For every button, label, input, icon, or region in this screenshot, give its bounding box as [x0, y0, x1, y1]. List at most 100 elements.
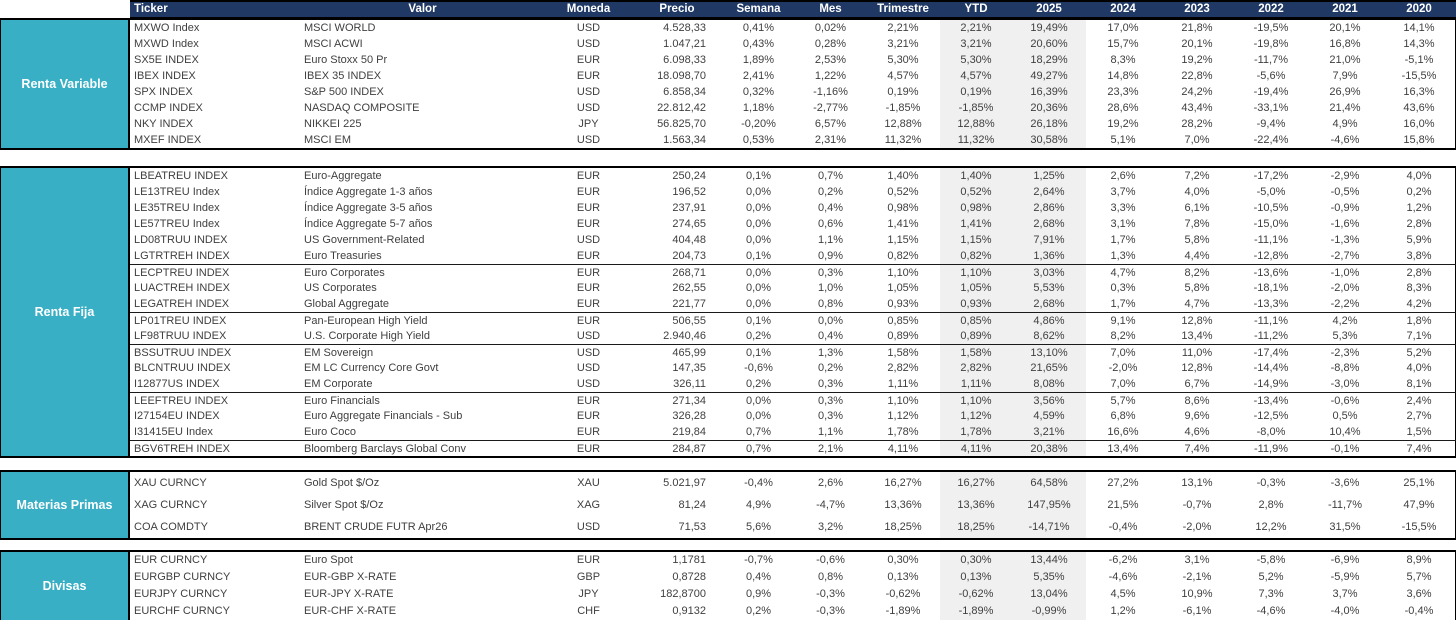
table-row: MXEF INDEX MSCI EM USD 1.563,34 0,53% 2,31% 11… [130, 132, 1456, 148]
cell-2025: 20,60% [1012, 36, 1086, 52]
cell-2024: 1,3% [1110, 250, 1136, 262]
cell-2024: 6,8% [1110, 410, 1136, 422]
cell-2022: -33,1% [1253, 102, 1289, 114]
cell-ytd: 0,93% [940, 296, 1012, 312]
cell-precio: 271,34 [672, 395, 706, 407]
cell-2020: 5,7% [1406, 571, 1432, 583]
cell-moneda: EUR [576, 410, 601, 422]
cell-2020: 1,8% [1406, 315, 1432, 327]
cell-2020: 16,3% [1403, 86, 1435, 98]
cell-valor: EUR-GBP X-RATE [304, 571, 397, 583]
cell-trimestre: 0,30% [887, 554, 919, 566]
cell-mes: 0,8% [817, 571, 844, 583]
cell-semana: 0,0% [745, 298, 772, 310]
cell-mes: -1,16% [813, 86, 848, 98]
cell-2020: 5,2% [1406, 347, 1432, 359]
cell-trimestre: 1,11% [887, 378, 919, 390]
cell-moneda: EUR [576, 186, 601, 198]
cell-2023: 4,7% [1184, 298, 1210, 310]
cell-2025: 13,04% [1012, 586, 1086, 603]
cell-semana: 4,9% [745, 499, 772, 511]
cell-moneda: USD [576, 362, 601, 374]
cell-ticker: SX5E INDEX [134, 54, 199, 66]
cell-2025: 21,65% [1012, 360, 1086, 376]
cell-precio: 71,53 [678, 521, 706, 533]
cell-2020: 3,6% [1406, 588, 1432, 600]
cell-2022: 2,8% [1258, 499, 1284, 511]
table-row: EURJPY CURNCY EUR-JPY X-RATE JPY 182,8700 0,… [130, 586, 1456, 603]
cell-moneda: XAG [576, 499, 601, 511]
cell-semana: 0,2% [745, 330, 772, 342]
cell-2021: 4,9% [1332, 118, 1358, 130]
cell-valor: Gold Spot $/Oz [304, 477, 380, 489]
cell-semana: 0,53% [742, 134, 775, 146]
cell-ticker: LE13TREU Index [134, 186, 220, 198]
cell-precio: 326,11 [673, 378, 706, 390]
cell-moneda: EUR [576, 70, 601, 82]
table-row: LEEFTREU INDEX Euro Financials EUR 271,34 0,… [130, 392, 1456, 408]
cell-2025: 8,62% [1012, 328, 1086, 344]
cell-2020: 2,8% [1406, 218, 1432, 230]
cell-ticker: IBEX INDEX [134, 70, 196, 82]
cell-2025: 3,21% [1012, 424, 1086, 440]
column-header-precio: Precio [659, 3, 695, 15]
cell-2021: 21,0% [1329, 54, 1361, 66]
cell-2023: 13,1% [1181, 477, 1213, 489]
cell-ticker: LGTRTREH INDEX [134, 250, 230, 262]
cell-precio: 4.528,33 [663, 22, 706, 34]
cell-mes: 1,1% [817, 234, 844, 246]
cell-2020: 14,1% [1403, 22, 1435, 34]
cell-semana: 0,7% [745, 443, 772, 455]
cell-precio: 196,52 [672, 186, 706, 198]
cell-semana: 5,6% [745, 521, 772, 533]
cell-trimestre: 16,27% [884, 477, 922, 489]
cell-2022: -14,9% [1253, 378, 1289, 390]
cell-mes: 0,0% [817, 315, 844, 327]
cell-2024: 1,7% [1110, 298, 1136, 310]
cell-2021: -2,3% [1330, 347, 1360, 359]
cell-ytd: 3,21% [940, 36, 1012, 52]
cell-2021: -2,2% [1330, 298, 1360, 310]
cell-trimestre: 1,12% [887, 410, 919, 422]
section-rows: LBEATREU INDEX Euro-Aggregate EUR 250,24 0,1… [130, 168, 1456, 456]
cell-2022: 7,3% [1258, 588, 1284, 600]
cell-mes: -0,3% [816, 605, 845, 617]
cell-2024: -4,6% [1108, 571, 1138, 583]
cell-2021: -1,6% [1330, 218, 1360, 230]
cell-precio: 465,99 [672, 347, 706, 359]
cell-precio: 284,87 [672, 443, 706, 455]
cell-2020: 47,9% [1403, 499, 1435, 511]
cell-2020: 8,1% [1406, 378, 1432, 390]
cell-ytd: 1,05% [940, 280, 1012, 296]
cell-mes: 0,3% [817, 395, 844, 407]
cell-valor: EUR-CHF X-RATE [304, 605, 397, 617]
cell-2023: 6,7% [1184, 378, 1210, 390]
cell-moneda: EUR [576, 267, 601, 279]
cell-2022: -22,4% [1253, 134, 1289, 146]
table-row: LE57TREU Index Índice Aggregate 5-7 años E… [130, 216, 1456, 232]
cell-mes: 3,2% [817, 521, 844, 533]
cell-2025: 7,91% [1012, 232, 1086, 248]
cell-ytd: 2,82% [940, 360, 1012, 376]
column-header-2024: 2024 [1110, 3, 1136, 15]
cell-moneda: USD [576, 347, 601, 359]
cell-2022: -14,4% [1253, 362, 1289, 374]
cell-2024: 13,4% [1107, 443, 1139, 455]
cell-precio: 506,55 [672, 315, 706, 327]
cell-2022: -19,5% [1253, 22, 1289, 34]
cell-2022: -5,6% [1256, 70, 1286, 82]
cell-mes: -0,6% [816, 554, 845, 566]
cell-precio: 18.098,70 [657, 70, 706, 82]
cell-2024: 3,1% [1110, 218, 1136, 230]
cell-2020: 14,3% [1403, 38, 1435, 50]
cell-2022: -18,1% [1253, 282, 1289, 294]
cell-2020: 15,8% [1403, 134, 1435, 146]
cell-moneda: JPY [578, 118, 599, 130]
cell-2025: 3,56% [1012, 393, 1086, 408]
section-label-divisas: Divisas [1, 552, 130, 620]
table-row: COA COMDTY BRENT CRUDE FUTR Apr26 USD 71,53… [130, 516, 1456, 538]
cell-2024: 9,1% [1110, 315, 1136, 327]
cell-ytd: 1,10% [940, 265, 1012, 280]
cell-valor: Euro Treasuries [304, 250, 382, 262]
cell-2023: 12,8% [1181, 315, 1213, 327]
